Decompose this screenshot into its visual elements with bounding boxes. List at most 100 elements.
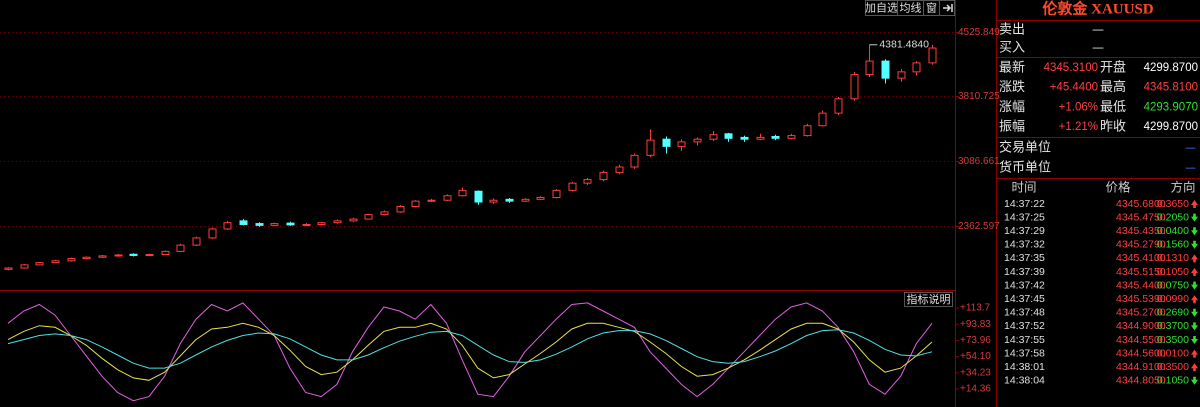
y-tick-label: +73.96	[960, 335, 991, 346]
button-label: 加自选	[865, 2, 898, 15]
tick-time: 14:37:29	[1004, 225, 1045, 237]
y-tick-label: +54.10	[960, 351, 991, 362]
y-tick-label: 3810.725	[958, 91, 1000, 102]
stat-label: 开盘	[1100, 60, 1126, 76]
tick-change: 0.1560	[1157, 239, 1189, 251]
y-tick-label: 3086.661	[958, 156, 1000, 167]
indicator-line	[7, 329, 933, 369]
candle-body	[646, 139, 655, 156]
tick-time: 14:37:55	[1004, 334, 1045, 346]
tick-change: 0.1050	[1157, 266, 1189, 278]
y-tick-label: +93.83	[960, 319, 991, 330]
stat-value: +1.06%	[1059, 101, 1098, 113]
tick-change: 0.1050	[1157, 375, 1189, 387]
tick-price: 4344.5600	[1116, 347, 1166, 359]
candle-body	[35, 262, 44, 266]
candle-body	[693, 138, 702, 143]
exit-button[interactable]	[939, 0, 955, 16]
y-tick-label: +14.36	[960, 384, 991, 395]
tick-change: 0.2050	[1157, 211, 1189, 223]
tick-change: 0.3500	[1157, 334, 1189, 346]
candle-body	[239, 220, 248, 225]
arrow-down	[1191, 322, 1198, 331]
indicator-line	[7, 302, 933, 402]
table-header: 价格	[1105, 180, 1131, 195]
candle-body	[364, 214, 373, 220]
toolbar-button[interactable]: 均线	[897, 0, 924, 16]
arrow-down	[1191, 227, 1198, 236]
panel-title: 伦敦金 XAUUSD	[1042, 0, 1153, 17]
candle-body	[255, 223, 264, 226]
unit-value: —	[1185, 161, 1196, 174]
tick-price: 4345.6800	[1116, 198, 1166, 210]
candle-body	[912, 62, 921, 73]
stat-label: 振幅	[999, 120, 1025, 135]
indicator-help-button[interactable]: 指标说明	[904, 292, 953, 307]
indicator-line	[7, 322, 933, 381]
candle-body	[396, 206, 405, 213]
y-tick-label: +34.23	[960, 367, 991, 378]
exit-icon	[943, 4, 953, 12]
tick-price: 4344.5500	[1116, 334, 1166, 346]
candle-body	[349, 218, 358, 222]
stat-value: 4345.3100	[1044, 62, 1098, 74]
tick-time: 14:37:25	[1004, 211, 1045, 223]
stat-value: 4345.8100	[1144, 82, 1198, 94]
arrow-down	[1191, 213, 1198, 222]
tick-time: 14:37:48	[1004, 307, 1045, 319]
candle-body	[599, 171, 608, 181]
tick-change: 0.1310	[1157, 252, 1189, 264]
candle-body	[67, 258, 76, 262]
button-frame	[923, 0, 940, 16]
candle-body	[803, 125, 812, 137]
tick-price: 4345.5390	[1116, 293, 1166, 305]
tick-time: 14:38:04	[1004, 375, 1045, 387]
quote-label: 买入	[999, 41, 1025, 56]
candle-body	[161, 250, 170, 256]
candle-body	[443, 195, 452, 201]
candle-body	[709, 134, 718, 140]
tick-time: 14:37:42	[1004, 279, 1045, 291]
toolbar-button[interactable]: 加自选	[865, 0, 898, 16]
candle-body	[411, 200, 420, 208]
y-tick-label: 4525.849	[958, 27, 1000, 38]
arrow-up	[1191, 254, 1198, 263]
candle-body	[208, 228, 217, 239]
candle-body	[4, 267, 13, 270]
tick-time: 14:37:35	[1004, 252, 1045, 264]
candle-body	[630, 154, 639, 168]
tick-price: 4345.5150	[1116, 266, 1166, 278]
tick-price: 4345.2790	[1116, 239, 1166, 251]
toolbar-button[interactable]: 窗	[923, 0, 940, 16]
tick-price: 4345.4100	[1116, 252, 1166, 264]
stat-label: 最高	[1100, 79, 1126, 95]
tick-change: 0.0100	[1157, 347, 1189, 359]
tick-change: 0.3700	[1157, 320, 1189, 332]
candle-body	[881, 60, 890, 79]
tick-time: 14:37:39	[1004, 266, 1045, 278]
candle-body	[129, 253, 138, 256]
table-header: 方向	[1170, 180, 1195, 195]
tick-change: 0.0750	[1157, 279, 1189, 291]
candle-body	[380, 211, 389, 216]
button-label: 指标说明	[907, 292, 951, 306]
stat-value: 4299.8700	[1144, 121, 1198, 133]
candle-body	[897, 71, 906, 79]
unit-label: 交易单位	[999, 140, 1051, 156]
arrow-down	[1191, 308, 1198, 317]
quote-value: —	[1092, 23, 1104, 37]
tick-price: 4344.8050	[1116, 375, 1166, 387]
candle-body	[865, 60, 874, 76]
tick-price: 4344.9100	[1116, 361, 1166, 373]
arrow-up	[1191, 200, 1198, 208]
arrow-down	[1191, 281, 1198, 290]
candle-body	[928, 47, 937, 64]
table-header: 时间	[1011, 180, 1036, 195]
button-label: 均线	[900, 1, 922, 15]
stat-value: +1.21%	[1059, 121, 1098, 133]
candle-body	[192, 237, 201, 246]
arrow-down	[1191, 240, 1198, 249]
candle-body	[521, 198, 530, 202]
